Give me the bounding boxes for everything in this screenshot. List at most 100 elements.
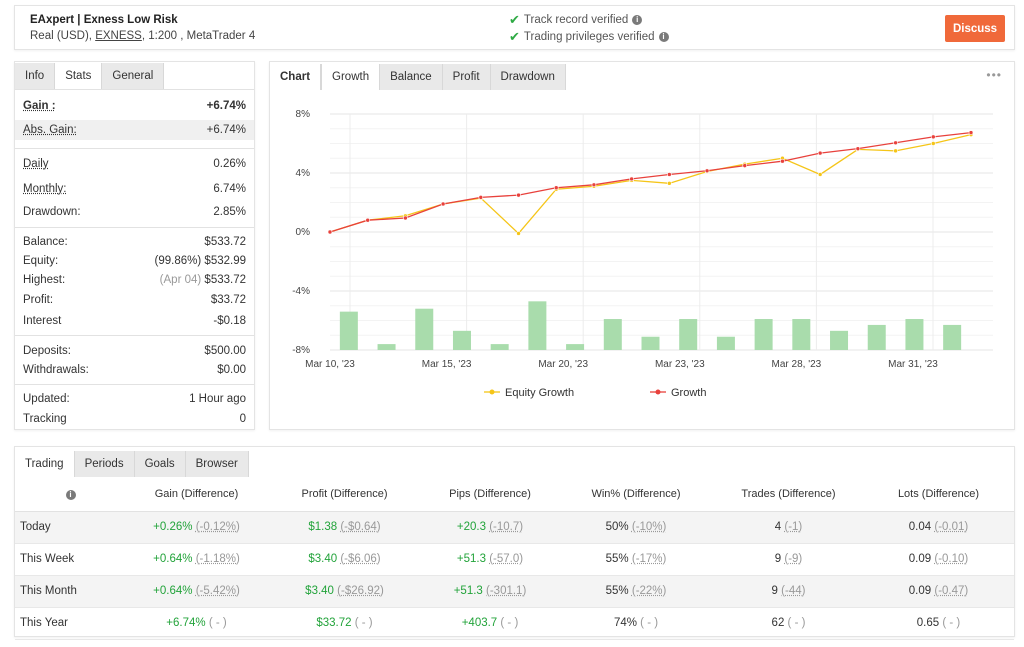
- tab-drawdown[interactable]: Drawdown: [490, 64, 566, 90]
- daily-label[interactable]: Daily: [23, 158, 49, 170]
- tab-balance[interactable]: Balance: [380, 64, 443, 90]
- chart-tab-label: Chart: [270, 64, 322, 90]
- discuss-button[interactable]: Discuss: [945, 15, 1005, 42]
- pips-cell: +51.3 (-301.1): [422, 575, 558, 608]
- column-header: Win% (Difference): [558, 478, 714, 512]
- lots-cell: 0.09 (-0.47): [863, 575, 1014, 608]
- trades-cell: 9 (-44): [714, 575, 863, 608]
- tab-info[interactable]: Info: [15, 63, 56, 89]
- column-header: Gain (Difference): [126, 478, 267, 512]
- interest-value: -$0.18: [213, 315, 246, 327]
- difference-value: (-1): [784, 521, 803, 533]
- tab-profit[interactable]: Profit: [442, 64, 491, 90]
- gain-value: +6.74%: [206, 100, 246, 112]
- stats-tabbar: Info Stats General: [15, 62, 254, 90]
- lots-cell: 0.65 ( - ): [863, 607, 1014, 640]
- more-options-icon[interactable]: •••: [986, 68, 1002, 82]
- info-icon[interactable]: i: [632, 15, 643, 25]
- period-value: 0.04: [908, 521, 932, 533]
- monthly-label[interactable]: Monthly:: [23, 183, 67, 195]
- period-label: This Week: [20, 553, 75, 565]
- difference-value: (-0.12%): [195, 521, 240, 533]
- y-tick-label: 4%: [296, 168, 311, 179]
- account-info: Real (USD), EXNESS, 1:200 , MetaTrader 4: [30, 30, 255, 42]
- period-value: $3.40: [305, 585, 334, 597]
- win-cell: 55% (-22%): [558, 575, 714, 608]
- x-tick-label: Mar 31, '23: [888, 359, 938, 370]
- difference-value: (-301.1): [486, 585, 527, 597]
- period-value: +0.64%: [153, 553, 193, 565]
- growth-point: [704, 168, 710, 174]
- y-tick-label: 0%: [296, 227, 311, 238]
- profit-bar: [528, 301, 547, 350]
- tab-stats[interactable]: Stats: [55, 63, 103, 89]
- info-icon[interactable]: i: [65, 490, 76, 501]
- abs-gain-label[interactable]: Abs. Gain:: [23, 124, 77, 136]
- trading-privileges-verified: ✔ Trading privileges verified i: [509, 29, 669, 45]
- equity-value: $532.99: [204, 255, 246, 267]
- difference-value: ( - ): [787, 617, 806, 629]
- period-value: 9: [771, 585, 778, 597]
- difference-value: (-5.42%): [195, 585, 240, 597]
- chart-tabbar: Chart Growth Balance Profit Drawdown: [270, 62, 1014, 90]
- balance-value: $533.72: [204, 236, 246, 248]
- tab-general[interactable]: General: [102, 63, 165, 89]
- growth-chart: 8% 4% 0% -4% -8% Mar 10, '23 Mar 15, '23 Mar 20…: [292, 109, 993, 399]
- monthly-value: 6.74%: [213, 183, 246, 195]
- abs-gain-value: +6.74%: [206, 124, 246, 136]
- daily-row: Daily 0.26%: [15, 154, 254, 174]
- info-icon[interactable]: i: [658, 32, 669, 42]
- gain-row: Gain : +6.74%: [15, 96, 254, 116]
- tab-growth[interactable]: Growth: [321, 64, 381, 90]
- pips-cell: +20.3 (-10.7): [422, 511, 558, 544]
- equity-point: [667, 181, 672, 186]
- divider: [15, 335, 254, 336]
- tab-goals[interactable]: Goals: [134, 451, 186, 477]
- legend-label: Equity Growth: [505, 387, 574, 399]
- growth-point: [742, 163, 748, 168]
- period-value: +6.74%: [166, 617, 206, 629]
- win-cell: 50% (-10%): [558, 511, 714, 544]
- deposits-label: Deposits:: [23, 345, 71, 357]
- profit-bar: [679, 319, 698, 350]
- difference-value: ( - ): [208, 617, 227, 629]
- deposits-value: $500.00: [204, 345, 246, 357]
- difference-value: (-$0.64): [340, 521, 381, 533]
- legend-marker: [489, 389, 495, 395]
- difference-value: (-10.7): [489, 521, 524, 533]
- profit-bar: [566, 344, 585, 350]
- profit-bar: [754, 319, 773, 350]
- highest-date: (Apr 04): [159, 274, 202, 286]
- interest-row: Interest -$0.18: [15, 311, 254, 331]
- gain-label[interactable]: Gain :: [23, 100, 56, 112]
- tab-periods[interactable]: Periods: [74, 451, 135, 477]
- lots-cell: 0.04 (-0.01): [863, 511, 1014, 544]
- withdrawals-row: Withdrawals: $0.00: [15, 360, 254, 380]
- equity-row: Equity: (99.86%) $532.99: [15, 251, 254, 271]
- column-header: Pips (Difference): [422, 478, 558, 512]
- column-header: Profit (Difference): [267, 478, 422, 512]
- difference-value: ( - ): [942, 617, 961, 629]
- difference-value: (-$6.06): [340, 553, 381, 565]
- profit-bar: [377, 344, 396, 350]
- x-tick-label: Mar 10, '23: [305, 359, 355, 370]
- difference-value: (-1.18%): [195, 553, 240, 565]
- period-value: 50%: [605, 521, 629, 533]
- broker-link[interactable]: EXNESS: [95, 30, 142, 42]
- tracking-value: 0: [239, 413, 246, 425]
- gain-cell: +0.64% (-5.42%): [126, 575, 267, 608]
- period-name: This Month: [15, 575, 126, 608]
- tab-trading[interactable]: Trading: [15, 451, 75, 477]
- period-value: 74%: [613, 617, 637, 629]
- check-icon: ✔: [509, 29, 520, 44]
- growth-point: [478, 195, 484, 200]
- divider: [15, 227, 254, 228]
- growth-line: [329, 131, 972, 233]
- profit-bar: [943, 324, 962, 350]
- account-details: , 1:200 , MetaTrader 4: [141, 30, 256, 42]
- period-value: $33.72: [316, 617, 352, 629]
- highest-value-group: (Apr 04) $533.72: [160, 274, 246, 286]
- growth-point: [553, 185, 559, 191]
- tab-browser[interactable]: Browser: [185, 451, 249, 477]
- equity-growth-line: [329, 134, 972, 235]
